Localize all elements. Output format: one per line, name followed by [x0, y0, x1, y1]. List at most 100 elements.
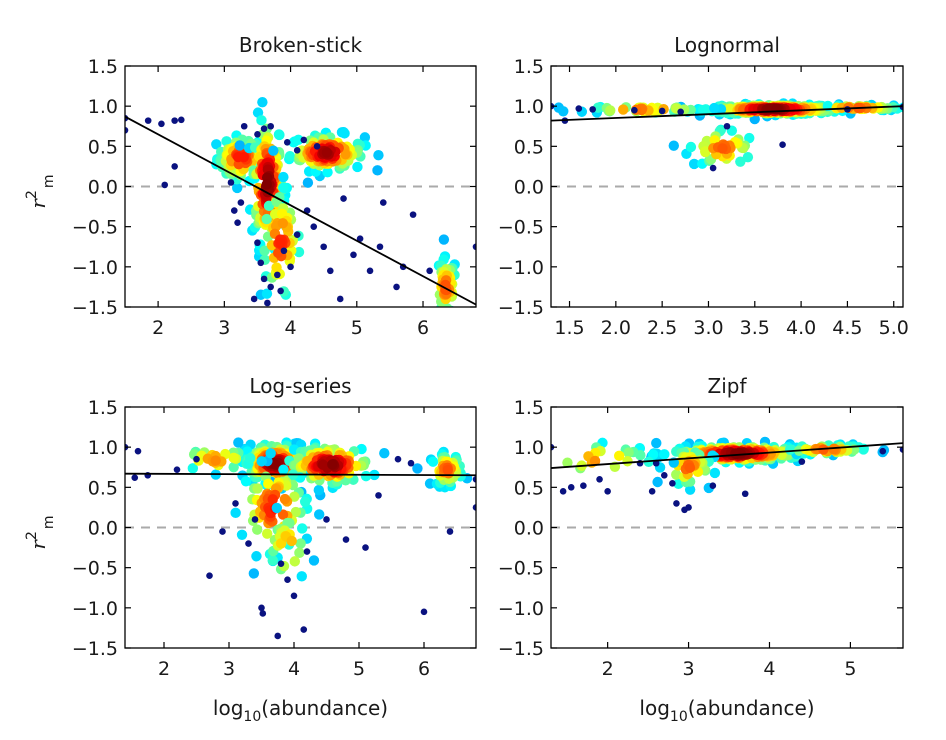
- outlier-point: [293, 231, 301, 238]
- cluster-point: [261, 213, 272, 225]
- outlier-point: [379, 199, 387, 206]
- outlier-point: [260, 275, 268, 283]
- cluster-point: [252, 483, 263, 494]
- cluster-point: [442, 464, 454, 476]
- outlier-point: [426, 267, 433, 275]
- y-tick-label: −1.0: [72, 598, 118, 620]
- cluster-point: [828, 443, 839, 455]
- cluster-point: [784, 444, 796, 455]
- y-tick-label: 1.5: [514, 56, 544, 78]
- y-tick-label: 0.0: [88, 177, 118, 199]
- cluster-point: [688, 158, 700, 170]
- cluster-point: [684, 462, 696, 473]
- outlier-point: [277, 287, 284, 295]
- outlier-point: [362, 544, 369, 551]
- outlier-point: [230, 207, 238, 214]
- y-tick-label: 0.0: [514, 518, 544, 540]
- panel-2: Lognormal 1.5 1.0 0.5 0.0 −0.5 −1.0 −1.5 1.5 2.0 2…: [498, 33, 909, 339]
- outlier-point: [660, 471, 668, 479]
- cluster-point: [659, 449, 670, 460]
- cluster-point: [267, 555, 279, 566]
- outlier-point: [300, 136, 308, 144]
- cluster-point: [294, 547, 305, 559]
- outlier-point: [709, 482, 717, 490]
- cluster-point: [228, 452, 239, 464]
- panel-4: Zipf 1.5 1.0 0.5 0.0 −0.5 −1.0 −1.5 2 3 4 5 log10(ab…: [498, 374, 904, 725]
- x-tick-label: 5.0: [879, 317, 909, 339]
- y-tick-label: −1.0: [498, 257, 544, 279]
- y-tick-label: −1.5: [72, 297, 118, 319]
- regression-line: [551, 105, 903, 122]
- y-tick-label: 0.5: [514, 136, 544, 158]
- cluster-point: [233, 437, 244, 448]
- cluster-point: [278, 171, 289, 183]
- panel-title: Log-series: [249, 374, 351, 398]
- y-tick-label: −0.5: [72, 217, 118, 239]
- panel-title: Lognormal: [674, 33, 780, 57]
- outlier-point: [300, 626, 308, 633]
- cluster-point: [290, 506, 301, 518]
- outlier-point: [290, 592, 298, 600]
- cluster-point: [232, 182, 243, 194]
- outlier-point: [245, 540, 252, 547]
- cluster-point: [340, 149, 351, 160]
- panel-title: Zipf: [708, 374, 748, 398]
- outlier-point: [407, 459, 415, 467]
- outlier-point: [709, 164, 717, 172]
- scatter-points: [551, 98, 903, 172]
- cluster-point: [277, 218, 289, 229]
- x-axis-label: log10(abundance): [639, 696, 814, 725]
- cluster-point: [211, 139, 222, 150]
- y-tick-label: −1.0: [498, 598, 544, 620]
- cluster-point: [295, 538, 306, 549]
- cluster-point: [427, 456, 439, 467]
- cluster-point: [187, 463, 199, 474]
- outlier-point: [631, 106, 638, 114]
- cluster-point: [232, 151, 244, 163]
- cluster-point: [234, 140, 245, 151]
- outlier-point: [171, 117, 178, 124]
- scatter-points: [125, 96, 476, 307]
- cluster-point: [261, 528, 273, 539]
- cluster-point: [256, 115, 267, 126]
- outlier-point: [567, 484, 575, 491]
- outlier-point: [287, 263, 294, 271]
- cluster-point: [339, 128, 350, 139]
- cluster-point: [257, 96, 268, 108]
- y-tick-label: −1.5: [72, 638, 118, 660]
- y-axis-label: r2m: [24, 174, 57, 208]
- outlier-point: [277, 560, 285, 567]
- y-tick-label: 1.5: [514, 397, 544, 419]
- outlier-point: [685, 504, 692, 511]
- cluster-point: [327, 459, 338, 470]
- outlier-point: [350, 251, 357, 259]
- x-tick-label: 5: [353, 658, 365, 680]
- y-tick-label: 1.0: [514, 96, 544, 118]
- cluster-point: [684, 484, 696, 495]
- cluster-point: [697, 104, 709, 116]
- x-tick-label: 4: [288, 658, 300, 680]
- outlier-point: [604, 488, 611, 495]
- x-axis-label: log10(abundance): [213, 696, 388, 725]
- x-tick-label: 4: [285, 317, 297, 339]
- y-tick-label: 0.5: [88, 477, 118, 499]
- x-tick-label: 4.5: [832, 317, 862, 339]
- outlier-point: [274, 271, 281, 279]
- y-tick-label: 1.0: [88, 96, 118, 118]
- cluster-point: [742, 151, 754, 163]
- outlier-point: [158, 120, 165, 128]
- cluster-point: [709, 467, 721, 479]
- cluster-point: [278, 182, 289, 194]
- scatter-points: [125, 437, 476, 640]
- outlier-point: [258, 604, 265, 612]
- cluster-point: [540, 462, 550, 472]
- cluster-point: [671, 469, 682, 480]
- outlier-point: [310, 223, 318, 230]
- outlier-point: [206, 572, 213, 579]
- x-tick-label: 6: [417, 317, 429, 339]
- outlier-point: [173, 466, 181, 473]
- outlier-point: [283, 139, 291, 146]
- outlier-point: [320, 243, 327, 251]
- outlier-point: [420, 608, 428, 616]
- cluster-point: [708, 102, 720, 114]
